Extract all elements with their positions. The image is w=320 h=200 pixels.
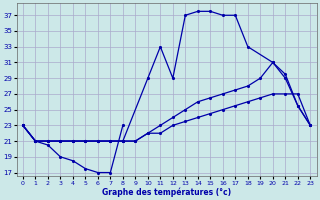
X-axis label: Graphe des températures (°c): Graphe des températures (°c)	[102, 187, 231, 197]
